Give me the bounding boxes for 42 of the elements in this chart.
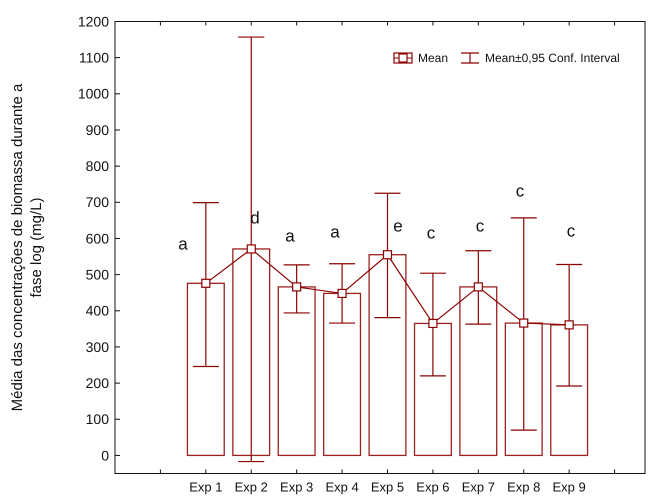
point	[337, 288, 347, 298]
x-tick-label: Exp 1	[189, 480, 222, 494]
y-tick-label: 800	[86, 158, 110, 174]
point	[201, 278, 210, 288]
y-tick-label: 400	[86, 302, 110, 319]
y-tick-label: 1100	[78, 50, 110, 66]
y-tick-label: 1000	[78, 86, 110, 102]
annotation: Mean±0,95 Conf. Interval	[485, 51, 620, 65]
x-tick-label: Exp 6	[416, 480, 450, 494]
y-tick-label: 500	[86, 266, 110, 283]
legend-label: Mean	[418, 51, 448, 65]
annotation: a	[178, 234, 188, 254]
x-tick-label: Exp 5	[370, 480, 404, 494]
annotation: e	[393, 216, 403, 236]
y-tick-label: 900	[86, 122, 110, 138]
point	[519, 318, 528, 328]
x-tick-label: Exp 7	[462, 480, 495, 494]
x-tick-label: Exp 9	[552, 480, 586, 494]
x-tick-label: Exp 4	[325, 480, 359, 494]
y-axis-title: Média das concentrações de biomassa durante a fase log (mg/L)	[9, 82, 45, 412]
y-tick-label: 300	[86, 338, 110, 355]
x-tick-label: Exp 3	[280, 480, 314, 494]
x-tick-label: Exp 8	[507, 480, 540, 494]
annotation: c	[566, 221, 576, 240]
y-tick-label: 700	[86, 194, 110, 210]
point	[564, 320, 574, 330]
y-tick-label: 200	[86, 375, 110, 391]
x-tick-label: Exp 2	[234, 480, 268, 494]
y-tick-label: 1200	[78, 13, 110, 30]
y-tick-label: 100	[86, 411, 110, 428]
annotation: a	[330, 222, 340, 242]
point	[428, 318, 438, 328]
point	[292, 282, 302, 292]
annotation: c	[516, 181, 525, 200]
annotation: a	[285, 226, 296, 246]
annotation: c	[476, 216, 485, 236]
point	[382, 250, 392, 260]
y-tick-label: 0	[101, 447, 110, 464]
annotation: c	[426, 223, 436, 242]
point	[474, 282, 483, 292]
y-tick-label: 600	[86, 230, 110, 246]
point	[246, 244, 256, 254]
